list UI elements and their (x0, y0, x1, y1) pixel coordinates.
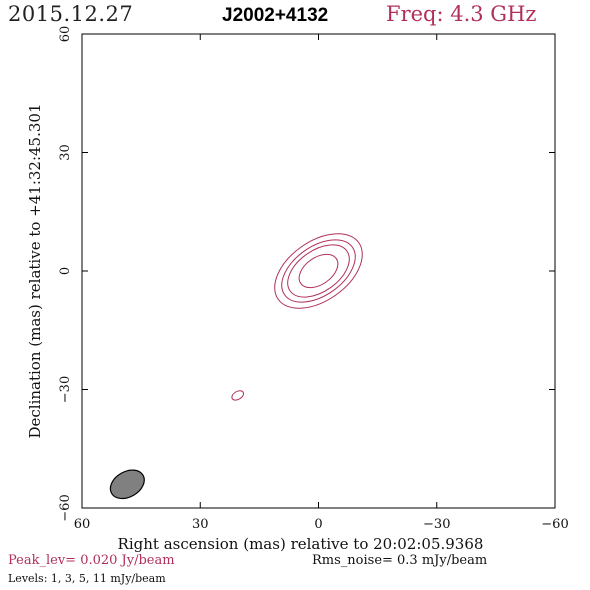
beam-ellipse-group (109, 469, 145, 500)
y-tick-label: 0 (58, 267, 73, 275)
contour-levels: Levels: 1, 3, 5, 11 mJy/beam (8, 572, 166, 585)
beam-ellipse (109, 469, 145, 500)
x-axis-label: Right ascension (mas) relative to 20:02:… (118, 535, 484, 553)
x-tick-label: −60 (541, 517, 568, 532)
core-contour-1 (274, 233, 363, 309)
axis-tick-labels: 60 30 0 −30 −60 −60 −30 0 30 60 (58, 26, 569, 532)
frequency-label: Freq: 4.3 GHz (386, 2, 537, 26)
knot-contour-1 (231, 390, 245, 401)
core-contour-3 (281, 239, 356, 303)
peak-level: Peak_lev= 0.020 Jy/beam (8, 553, 175, 568)
x-tick-label: 0 (314, 517, 322, 532)
axis-ticks (81, 33, 556, 509)
epoch-date: 2015.12.27 (8, 2, 134, 26)
source-name: J2002+4132 (222, 5, 329, 26)
y-tick-label: 30 (58, 144, 73, 161)
rms-noise: Rms_noise= 0.3 mJy/beam (312, 553, 488, 568)
x-tick-label: 30 (192, 517, 209, 532)
plot-frame (81, 33, 556, 509)
core-contour-5 (287, 244, 350, 298)
core-contour-11 (298, 253, 339, 289)
y-tick-label: 60 (58, 26, 73, 43)
y-axis-label: Declination (mas) relative to +41:32:45.… (26, 103, 44, 438)
x-tick-label: 60 (74, 517, 91, 532)
y-tick-label: −60 (58, 494, 73, 521)
y-tick-label: −30 (58, 376, 73, 403)
contour-lines (231, 233, 363, 401)
x-tick-label: −30 (423, 517, 450, 532)
